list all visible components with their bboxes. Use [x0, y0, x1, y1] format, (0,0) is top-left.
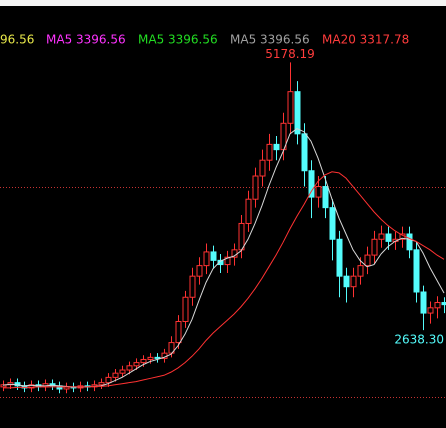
ma-line: [3, 171, 445, 389]
candle-body: [350, 275, 357, 288]
candle-body: [315, 186, 322, 198]
price-annotation: 2638.30: [394, 333, 444, 347]
candle-body: [287, 91, 294, 124]
legend-entry: MA20 3317.78: [322, 33, 409, 47]
candle-body: [133, 362, 140, 367]
legend-entry: MA5 3396.56: [46, 33, 126, 47]
legend-entry: 96.56: [0, 33, 34, 47]
candle-body: [154, 356, 161, 359]
candle-body: [441, 302, 446, 306]
candle-body: [252, 175, 259, 200]
candle-body: [245, 198, 252, 224]
candle-body: [196, 265, 203, 277]
candle-body: [357, 265, 364, 277]
price-annotation: 5178.19: [265, 47, 315, 61]
candle-body: [406, 233, 413, 251]
candle-body: [238, 222, 245, 251]
candle-body: [224, 256, 231, 266]
candle-body: [294, 91, 301, 135]
candle-body: [343, 275, 350, 288]
candle-body: [364, 254, 371, 267]
candle-body: [182, 296, 189, 323]
candle-body: [329, 207, 336, 240]
candle-body: [203, 251, 210, 267]
candle-body: [28, 384, 35, 389]
candle-body: [308, 170, 315, 198]
candle-body: [210, 251, 217, 261]
top-bar: [0, 0, 446, 6]
candle-body: [105, 376, 112, 384]
candle-body: [420, 291, 427, 314]
candle-body: [427, 307, 434, 314]
candle-body: [385, 233, 392, 242]
legend-entry: MA5 3396.56: [138, 33, 218, 47]
candle-body: [434, 302, 441, 309]
candle-body: [378, 233, 385, 240]
candle-body: [266, 143, 273, 161]
candle-body: [98, 382, 105, 386]
candle-body: [273, 143, 280, 151]
candle-body: [217, 259, 224, 266]
candle-body: [322, 186, 329, 209]
candle-body: [119, 369, 126, 374]
candle-body: [126, 365, 133, 371]
candle-body: [301, 133, 308, 172]
candle-body: [371, 238, 378, 256]
candle-body: [147, 356, 154, 360]
candle-body: [112, 372, 119, 378]
candle-body: [259, 159, 266, 177]
candle-body: [336, 238, 343, 277]
legend-entry: MA5 3396.56: [230, 33, 310, 47]
candle-body: [189, 275, 196, 298]
candle-body: [140, 358, 147, 364]
candle-body: [413, 249, 420, 293]
candle-body: [175, 321, 182, 344]
